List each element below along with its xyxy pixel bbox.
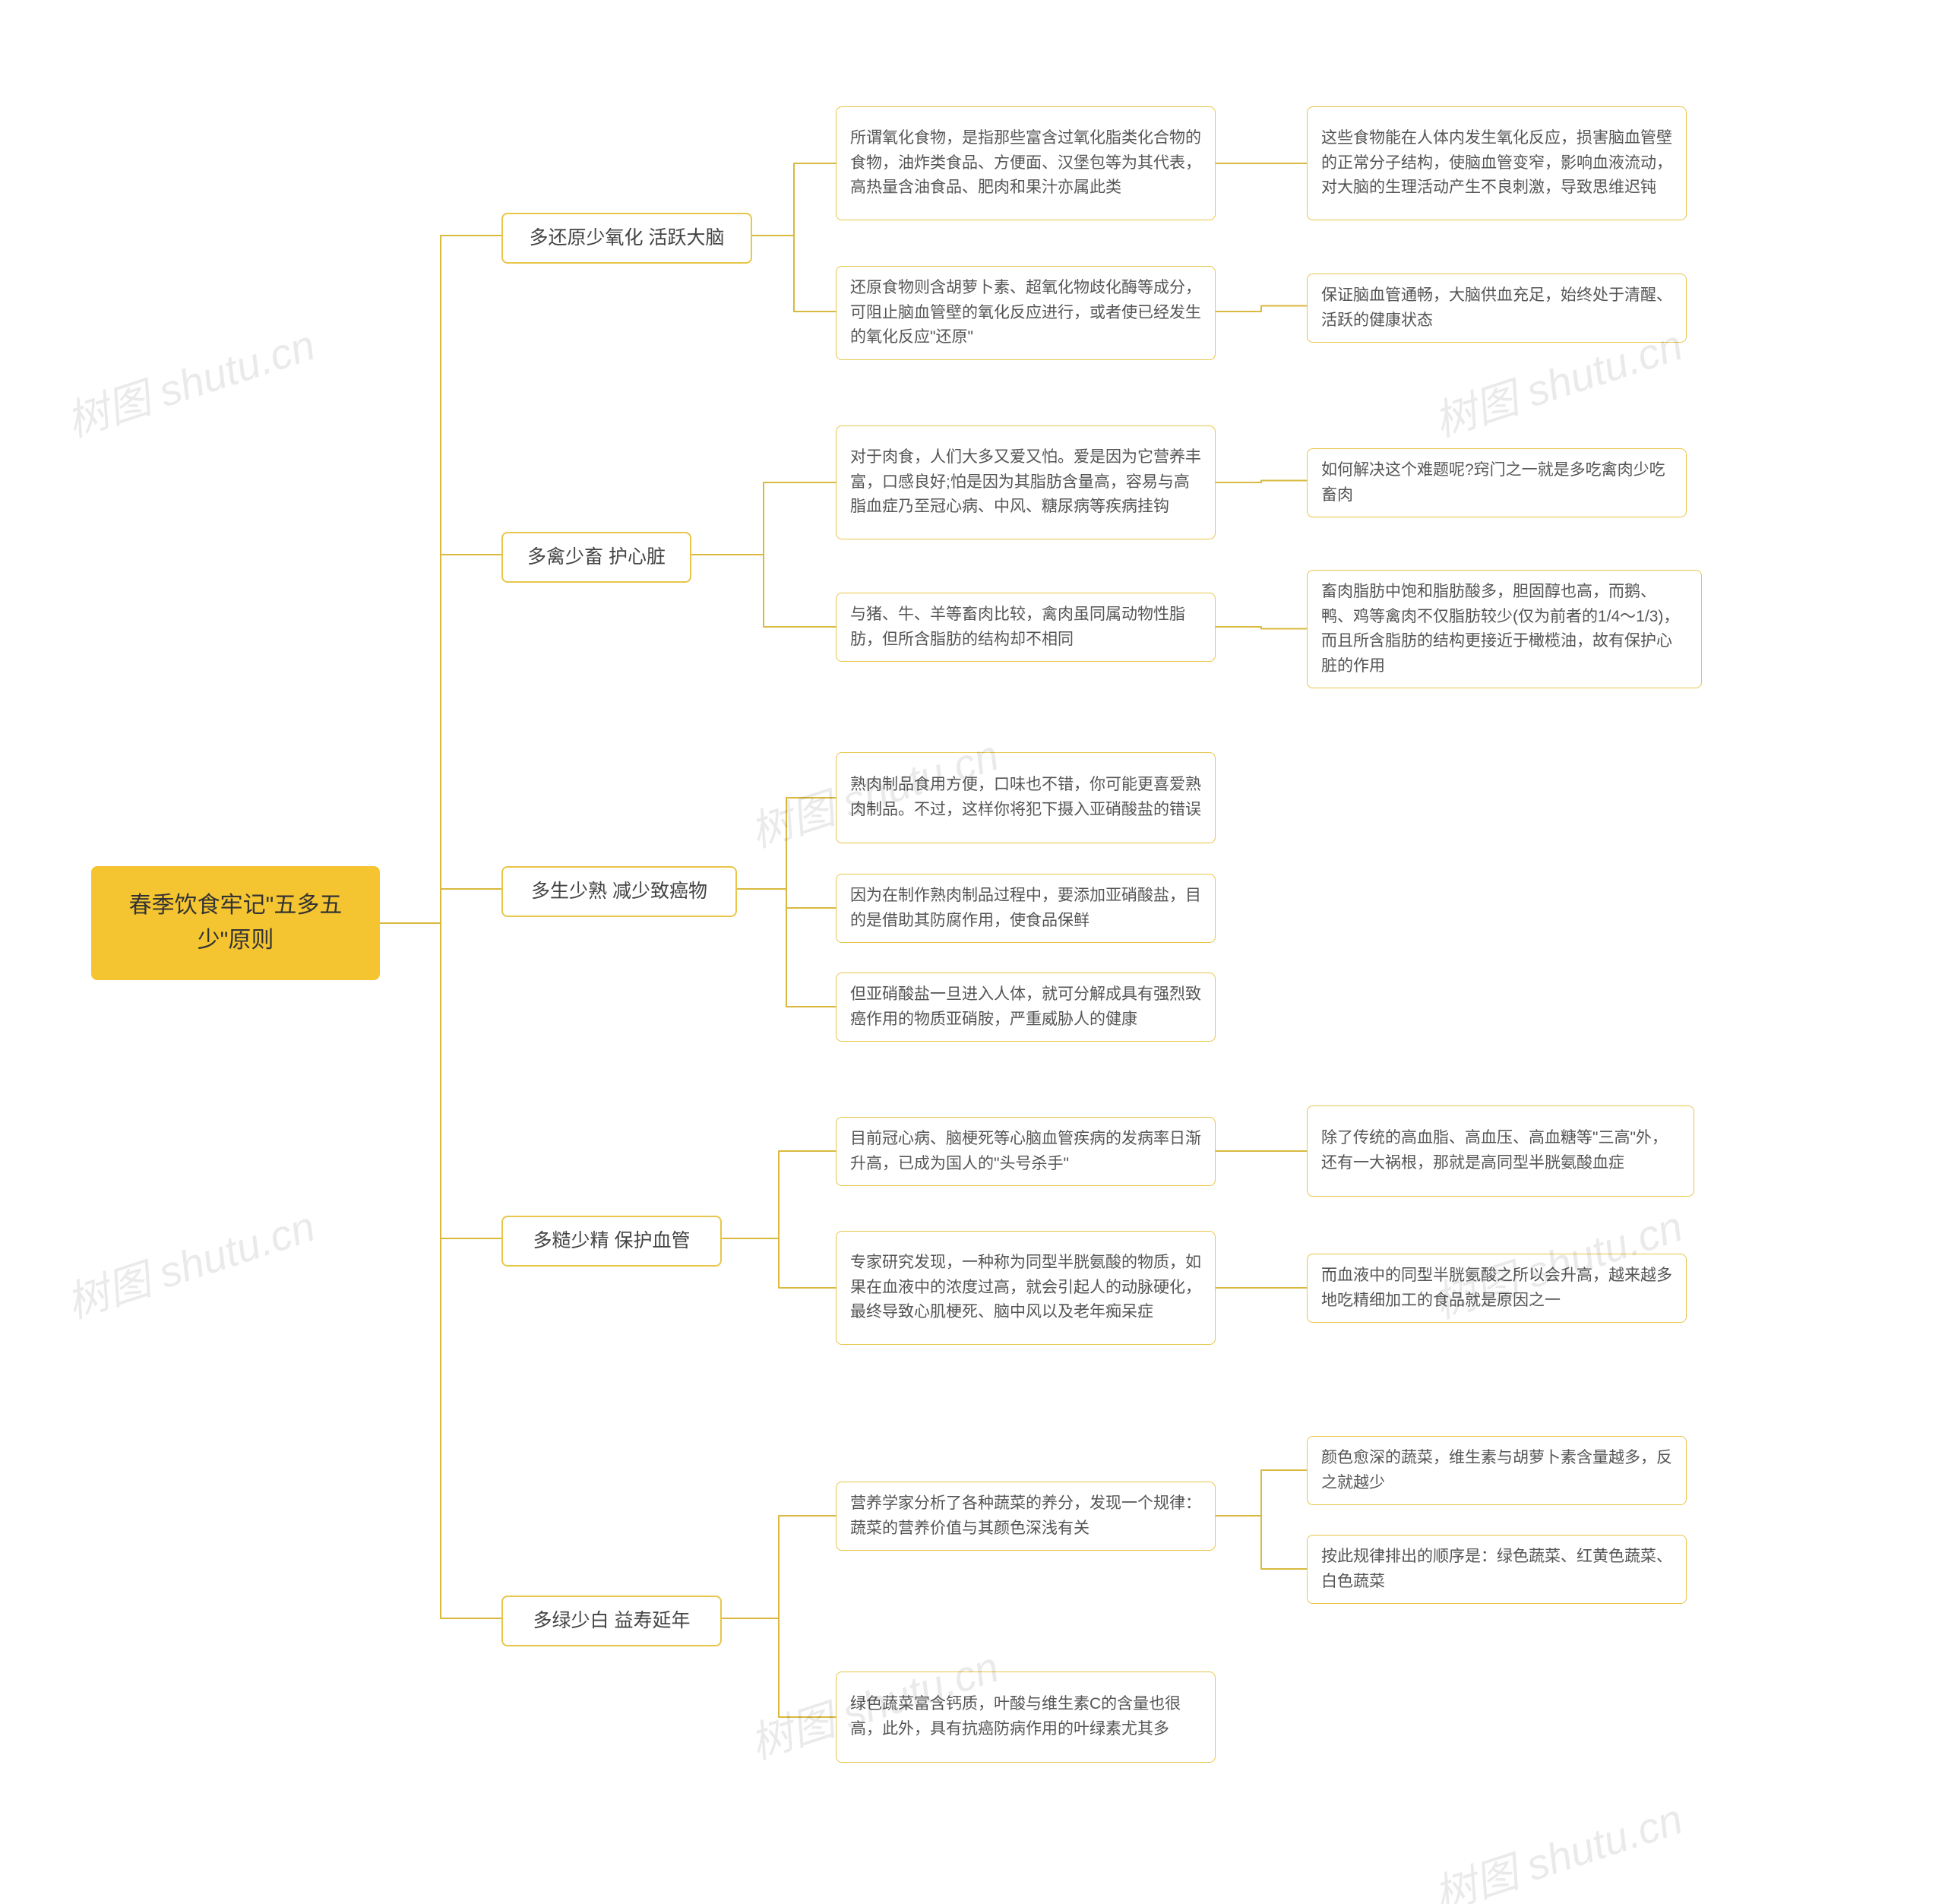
branch-5-child-1[interactable]: 营养学家分析了各种蔬菜的养分，发现一个规律：蔬菜的营养价值与其颜色深浅有关 <box>836 1482 1216 1551</box>
branch-4-child-2-sub-1-label: 而血液中的同型半胱氨酸之所以会升高，越来越多地吃精细加工的食品就是原因之一 <box>1321 1264 1672 1313</box>
branch-4-child-2[interactable]: 专家研究发现，一种称为同型半胱氨酸的物质，如果在血液中的浓度过高，就会引起人的动… <box>836 1231 1216 1345</box>
branch-3[interactable]: 多生少熟 减少致癌物 <box>501 866 737 917</box>
branch-2-child-1[interactable]: 对于肉食，人们大多又爱又怕。爱是因为它营养丰富，口感良好;怕是因为其脂肪含量高，… <box>836 425 1216 539</box>
branch-4-child-2-label: 专家研究发现，一种称为同型半胱氨酸的物质，如果在血液中的浓度过高，就会引起人的动… <box>850 1251 1201 1325</box>
branch-2-child-2[interactable]: 与猪、牛、羊等畜肉比较，禽肉虽同属动物性脂肪，但所含脂肪的结构却不相同 <box>836 593 1216 662</box>
branch-1-label: 多还原少氧化 活跃大脑 <box>530 223 725 253</box>
branch-5-child-1-sub-2[interactable]: 按此规律排出的顺序是：绿色蔬菜、红黄色蔬菜、白色蔬菜 <box>1307 1535 1687 1604</box>
branch-5[interactable]: 多绿少白 益寿延年 <box>501 1596 722 1646</box>
branch-4-child-1-label: 目前冠心病、脑梗死等心脑血管疾病的发病率日渐升高，已成为国人的"头号杀手" <box>850 1127 1201 1176</box>
branch-3-label: 多生少熟 减少致癌物 <box>531 877 707 906</box>
branch-4-child-2-sub-1[interactable]: 而血液中的同型半胱氨酸之所以会升高，越来越多地吃精细加工的食品就是原因之一 <box>1307 1254 1687 1323</box>
branch-1[interactable]: 多还原少氧化 活跃大脑 <box>501 213 752 264</box>
branch-1-child-2-sub-1[interactable]: 保证脑血管通畅，大脑供血充足，始终处于清醒、活跃的健康状态 <box>1307 274 1687 343</box>
branch-3-child-2-label: 因为在制作熟肉制品过程中，要添加亚硝酸盐，目的是借助其防腐作用，使食品保鲜 <box>850 884 1201 933</box>
watermark-1: 树图 shutu.cn <box>58 312 322 450</box>
branch-3-child-2[interactable]: 因为在制作熟肉制品过程中，要添加亚硝酸盐，目的是借助其防腐作用，使食品保鲜 <box>836 874 1216 943</box>
branch-1-child-2-sub-1-label: 保证脑血管通畅，大脑供血充足，始终处于清醒、活跃的健康状态 <box>1321 283 1672 333</box>
branch-4-child-1[interactable]: 目前冠心病、脑梗死等心脑血管疾病的发病率日渐升高，已成为国人的"头号杀手" <box>836 1117 1216 1186</box>
branch-1-child-2-label: 还原食物则含胡萝卜素、超氧化物歧化酶等成分，可阻止脑血管壁的氧化反应进行，或者使… <box>850 276 1201 350</box>
branch-4[interactable]: 多糙少精 保护血管 <box>501 1216 722 1267</box>
branch-3-child-3[interactable]: 但亚硝酸盐一旦进入人体，就可分解成具有强烈致癌作用的物质亚硝胺，严重威胁人的健康 <box>836 973 1216 1042</box>
branch-1-child-1-label: 所谓氧化食物，是指那些富含过氧化脂类化合物的食物，油炸类食品、方便面、汉堡包等为… <box>850 126 1201 201</box>
branch-3-child-3-label: 但亚硝酸盐一旦进入人体，就可分解成具有强烈致癌作用的物质亚硝胺，严重威胁人的健康 <box>850 982 1201 1032</box>
branch-3-child-1[interactable]: 熟肉制品食用方便，口味也不错，你可能更喜爱熟肉制品。不过，这样你将犯下摄入亚硝酸… <box>836 752 1216 843</box>
branch-2-label: 多禽少畜 护心脏 <box>527 542 666 572</box>
root-label: 春季饮食牢记"五多五少"原则 <box>105 888 366 959</box>
watermark-7: 树图 shutu.cn <box>1425 1785 1690 1904</box>
branch-1-child-2[interactable]: 还原食物则含胡萝卜素、超氧化物歧化酶等成分，可阻止脑血管壁的氧化反应进行，或者使… <box>836 266 1216 360</box>
branch-1-child-1[interactable]: 所谓氧化食物，是指那些富含过氧化脂类化合物的食物，油炸类食品、方便面、汉堡包等为… <box>836 106 1216 220</box>
branch-4-child-1-sub-1[interactable]: 除了传统的高血脂、高血压、高血糖等"三高"外，还有一大祸根，那就是高同型半胱氨酸… <box>1307 1105 1694 1197</box>
branch-1-child-1-sub-1-label: 这些食物能在人体内发生氧化反应，损害脑血管壁的正常分子结构，使脑血管变窄，影响血… <box>1321 126 1672 201</box>
branch-2-child-1-sub-1-label: 如何解决这个难题呢?窍门之一就是多吃禽肉少吃畜肉 <box>1321 458 1672 508</box>
branch-2-child-1-sub-1[interactable]: 如何解决这个难题呢?窍门之一就是多吃禽肉少吃畜肉 <box>1307 448 1687 517</box>
branch-2-child-2-sub-1-label: 畜肉脂肪中饱和脂肪酸多，胆固醇也高，而鹅、鸭、鸡等禽肉不仅脂肪较少(仅为前者的1… <box>1321 580 1687 678</box>
branch-3-child-1-label: 熟肉制品食用方便，口味也不错，你可能更喜爱熟肉制品。不过，这样你将犯下摄入亚硝酸… <box>850 773 1201 822</box>
branch-5-child-2[interactable]: 绿色蔬菜富含钙质，叶酸与维生素C的含量也很高，此外，具有抗癌防病作用的叶绿素尤其… <box>836 1672 1216 1763</box>
root-node[interactable]: 春季饮食牢记"五多五少"原则 <box>91 866 380 980</box>
branch-5-child-1-label: 营养学家分析了各种蔬菜的养分，发现一个规律：蔬菜的营养价值与其颜色深浅有关 <box>850 1491 1201 1541</box>
branch-4-label: 多糙少精 保护血管 <box>533 1226 691 1256</box>
branch-2[interactable]: 多禽少畜 护心脏 <box>501 532 691 583</box>
branch-2-child-2-label: 与猪、牛、羊等畜肉比较，禽肉虽同属动物性脂肪，但所含脂肪的结构却不相同 <box>850 603 1201 652</box>
branch-1-child-1-sub-1[interactable]: 这些食物能在人体内发生氧化反应，损害脑血管壁的正常分子结构，使脑血管变窄，影响血… <box>1307 106 1687 220</box>
branch-5-label: 多绿少白 益寿延年 <box>533 1606 691 1636</box>
branch-4-child-1-sub-1-label: 除了传统的高血脂、高血压、高血糖等"三高"外，还有一大祸根，那就是高同型半胱氨酸… <box>1321 1126 1680 1175</box>
branch-2-child-2-sub-1[interactable]: 畜肉脂肪中饱和脂肪酸多，胆固醇也高，而鹅、鸭、鸡等禽肉不仅脂肪较少(仅为前者的1… <box>1307 570 1702 688</box>
branch-5-child-1-sub-1[interactable]: 颜色愈深的蔬菜，维生素与胡萝卜素含量越多，反之就越少 <box>1307 1436 1687 1505</box>
mindmap-canvas: 春季饮食牢记"五多五少"原则 多还原少氧化 活跃大脑 所谓氧化食物，是指那些富含过… <box>0 0 1945 1904</box>
branch-5-child-2-label: 绿色蔬菜富含钙质，叶酸与维生素C的含量也很高，此外，具有抗癌防病作用的叶绿素尤其… <box>850 1692 1201 1741</box>
branch-5-child-1-sub-1-label: 颜色愈深的蔬菜，维生素与胡萝卜素含量越多，反之就越少 <box>1321 1446 1672 1495</box>
branch-5-child-1-sub-2-label: 按此规律排出的顺序是：绿色蔬菜、红黄色蔬菜、白色蔬菜 <box>1321 1545 1672 1594</box>
watermark-4: 树图 shutu.cn <box>58 1193 322 1331</box>
branch-2-child-1-label: 对于肉食，人们大多又爱又怕。爱是因为它营养丰富，口感良好;怕是因为其脂肪含量高，… <box>850 445 1201 520</box>
